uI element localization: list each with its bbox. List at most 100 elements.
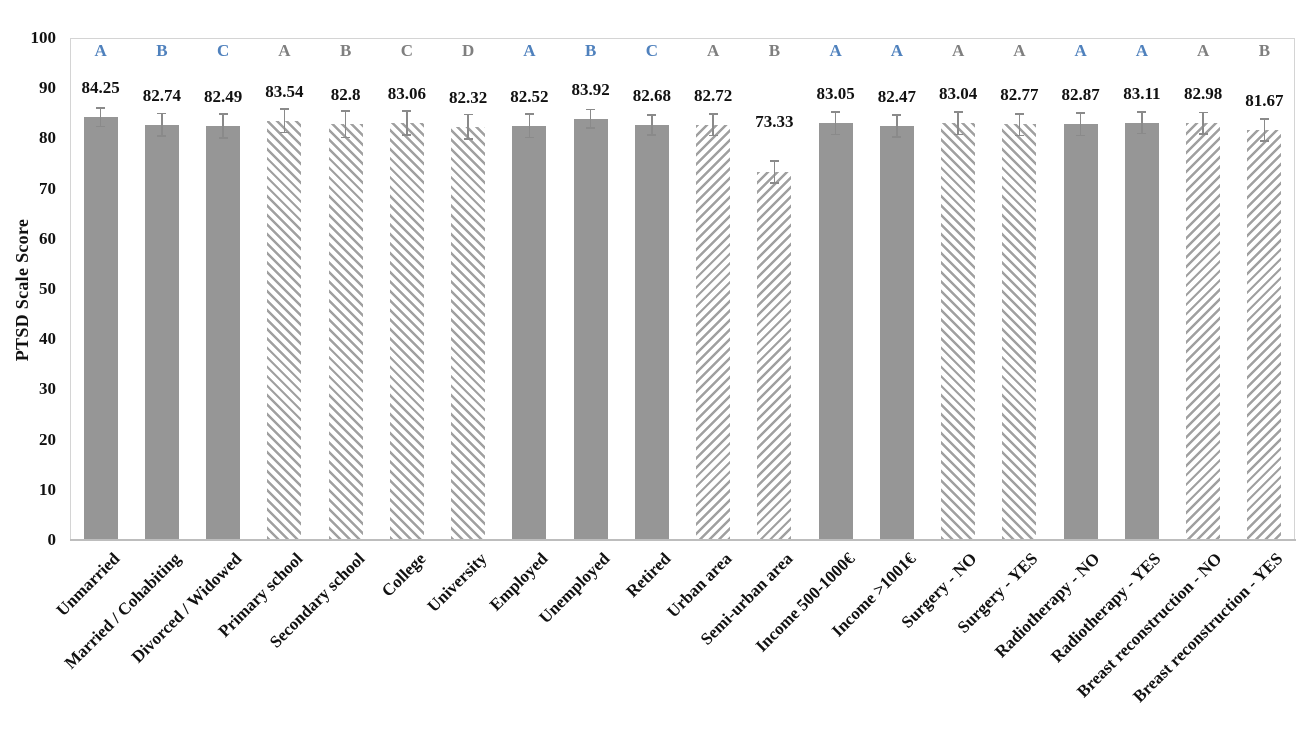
y-axis-tick-label: 10	[39, 479, 56, 499]
significance-letter: A	[1013, 41, 1026, 60]
error-bar-cap-bottom	[96, 125, 106, 128]
error-bar-cap-top	[892, 114, 902, 117]
significance-letter: B	[156, 41, 168, 60]
error-bar	[406, 111, 408, 135]
error-bar	[651, 115, 653, 135]
error-bar	[344, 111, 347, 137]
error-bar-cap-bottom	[157, 135, 167, 137]
significance-letter: A	[278, 41, 291, 60]
bar	[941, 123, 976, 539]
bar-value-label: 81.67	[1245, 91, 1284, 111]
bar	[634, 124, 669, 539]
bar	[267, 120, 302, 539]
significance-letter: B	[1258, 41, 1271, 60]
y-axis-tick-label: 80	[39, 128, 56, 148]
error-bar-cap-top	[708, 113, 718, 115]
error-bar-cap-bottom	[463, 138, 473, 140]
error-bar-cap-top	[1014, 112, 1024, 115]
y-axis-tick-label: 100	[30, 28, 57, 47]
bar	[206, 125, 241, 539]
error-bar-cap-top	[279, 108, 289, 110]
error-bar-cap-bottom	[831, 133, 841, 136]
error-bar-cap-top	[586, 108, 596, 111]
bar-value-label: 82.87	[1061, 84, 1100, 104]
bar	[696, 124, 731, 539]
error-bar-cap-bottom	[1137, 132, 1147, 135]
error-bar	[1079, 113, 1082, 135]
error-bar-cap-bottom	[402, 134, 412, 136]
significance-letter: A	[1196, 41, 1210, 60]
error-bar	[222, 114, 224, 137]
bar	[757, 171, 792, 539]
error-bar-cap-bottom	[708, 134, 718, 137]
bar-value-label: 83.04	[939, 84, 978, 104]
y-axis-tick-label: 20	[39, 429, 56, 449]
significance-letter: A	[1135, 41, 1149, 60]
error-bar	[957, 112, 959, 134]
error-bar	[712, 114, 714, 135]
error-bar-cap-bottom	[647, 134, 657, 137]
error-bar-cap-top	[1259, 118, 1269, 121]
bar	[879, 126, 914, 539]
bar-value-label: 82.49	[204, 86, 243, 106]
significance-letter: B	[339, 41, 352, 60]
error-bar-cap-bottom	[769, 181, 779, 184]
bar	[144, 124, 179, 539]
y-axis-tick-label: 70	[39, 178, 56, 198]
bar	[1124, 122, 1159, 539]
bar-value-label: 83.05	[816, 84, 855, 104]
error-bar-cap-bottom	[1014, 134, 1024, 137]
error-bar	[773, 161, 776, 182]
significance-letter: D	[461, 41, 475, 60]
error-bar	[1202, 113, 1204, 134]
error-bar-cap-top	[218, 113, 228, 115]
bar-value-label: 73.33	[755, 111, 794, 131]
bar	[389, 123, 424, 539]
significance-letter: A	[706, 41, 720, 60]
significance-letter: A	[94, 41, 107, 60]
bar	[328, 124, 363, 539]
error-bar-cap-top	[647, 113, 657, 116]
bar-value-label: 82.8	[330, 85, 361, 105]
y-axis-tick-label: 40	[39, 329, 56, 349]
error-bar	[896, 115, 898, 137]
significance-letter: C	[400, 41, 414, 60]
error-bar-cap-bottom	[586, 127, 596, 129]
bar-value-label: 83.92	[571, 79, 610, 99]
bar-value-label: 82.68	[632, 85, 671, 105]
bar-value-label: 82.47	[877, 87, 916, 106]
significance-letter: A	[951, 41, 965, 60]
significance-letter: C	[216, 41, 230, 60]
error-bar-cap-bottom	[1259, 140, 1269, 142]
bar-value-label: 82.77	[1000, 85, 1039, 105]
bar	[818, 123, 853, 539]
error-bar	[1141, 112, 1143, 133]
error-bar-cap-bottom	[1198, 133, 1208, 136]
error-bar-cap-bottom	[1076, 134, 1086, 137]
bar-value-label: 82.52	[510, 86, 549, 106]
bar-value-label: 84.25	[81, 78, 120, 98]
bar	[1002, 124, 1037, 539]
x-axis-line	[70, 539, 1296, 541]
bar-value-label: 83.06	[387, 84, 426, 104]
bar	[512, 125, 547, 539]
error-bar-cap-top	[157, 112, 167, 115]
error-bar-cap-bottom	[218, 136, 228, 139]
error-bar-cap-top	[463, 113, 473, 116]
error-bar-cap-top	[769, 160, 779, 162]
bar-value-label: 83.11	[1123, 83, 1161, 103]
error-bar-cap-top	[402, 110, 412, 113]
error-bar-cap-top	[341, 110, 351, 112]
error-bar-cap-top	[96, 107, 106, 109]
bar	[1186, 123, 1221, 539]
bar	[83, 117, 118, 539]
error-bar-cap-top	[831, 111, 841, 113]
bar	[451, 126, 486, 539]
error-bar	[1018, 114, 1021, 135]
y-axis-tick-label: 30	[39, 379, 56, 399]
y-axis-tick-label: 60	[39, 228, 56, 248]
bar-value-label: 82.74	[142, 85, 181, 105]
error-bar-cap-top	[953, 111, 963, 113]
significance-letter: A	[829, 41, 842, 60]
